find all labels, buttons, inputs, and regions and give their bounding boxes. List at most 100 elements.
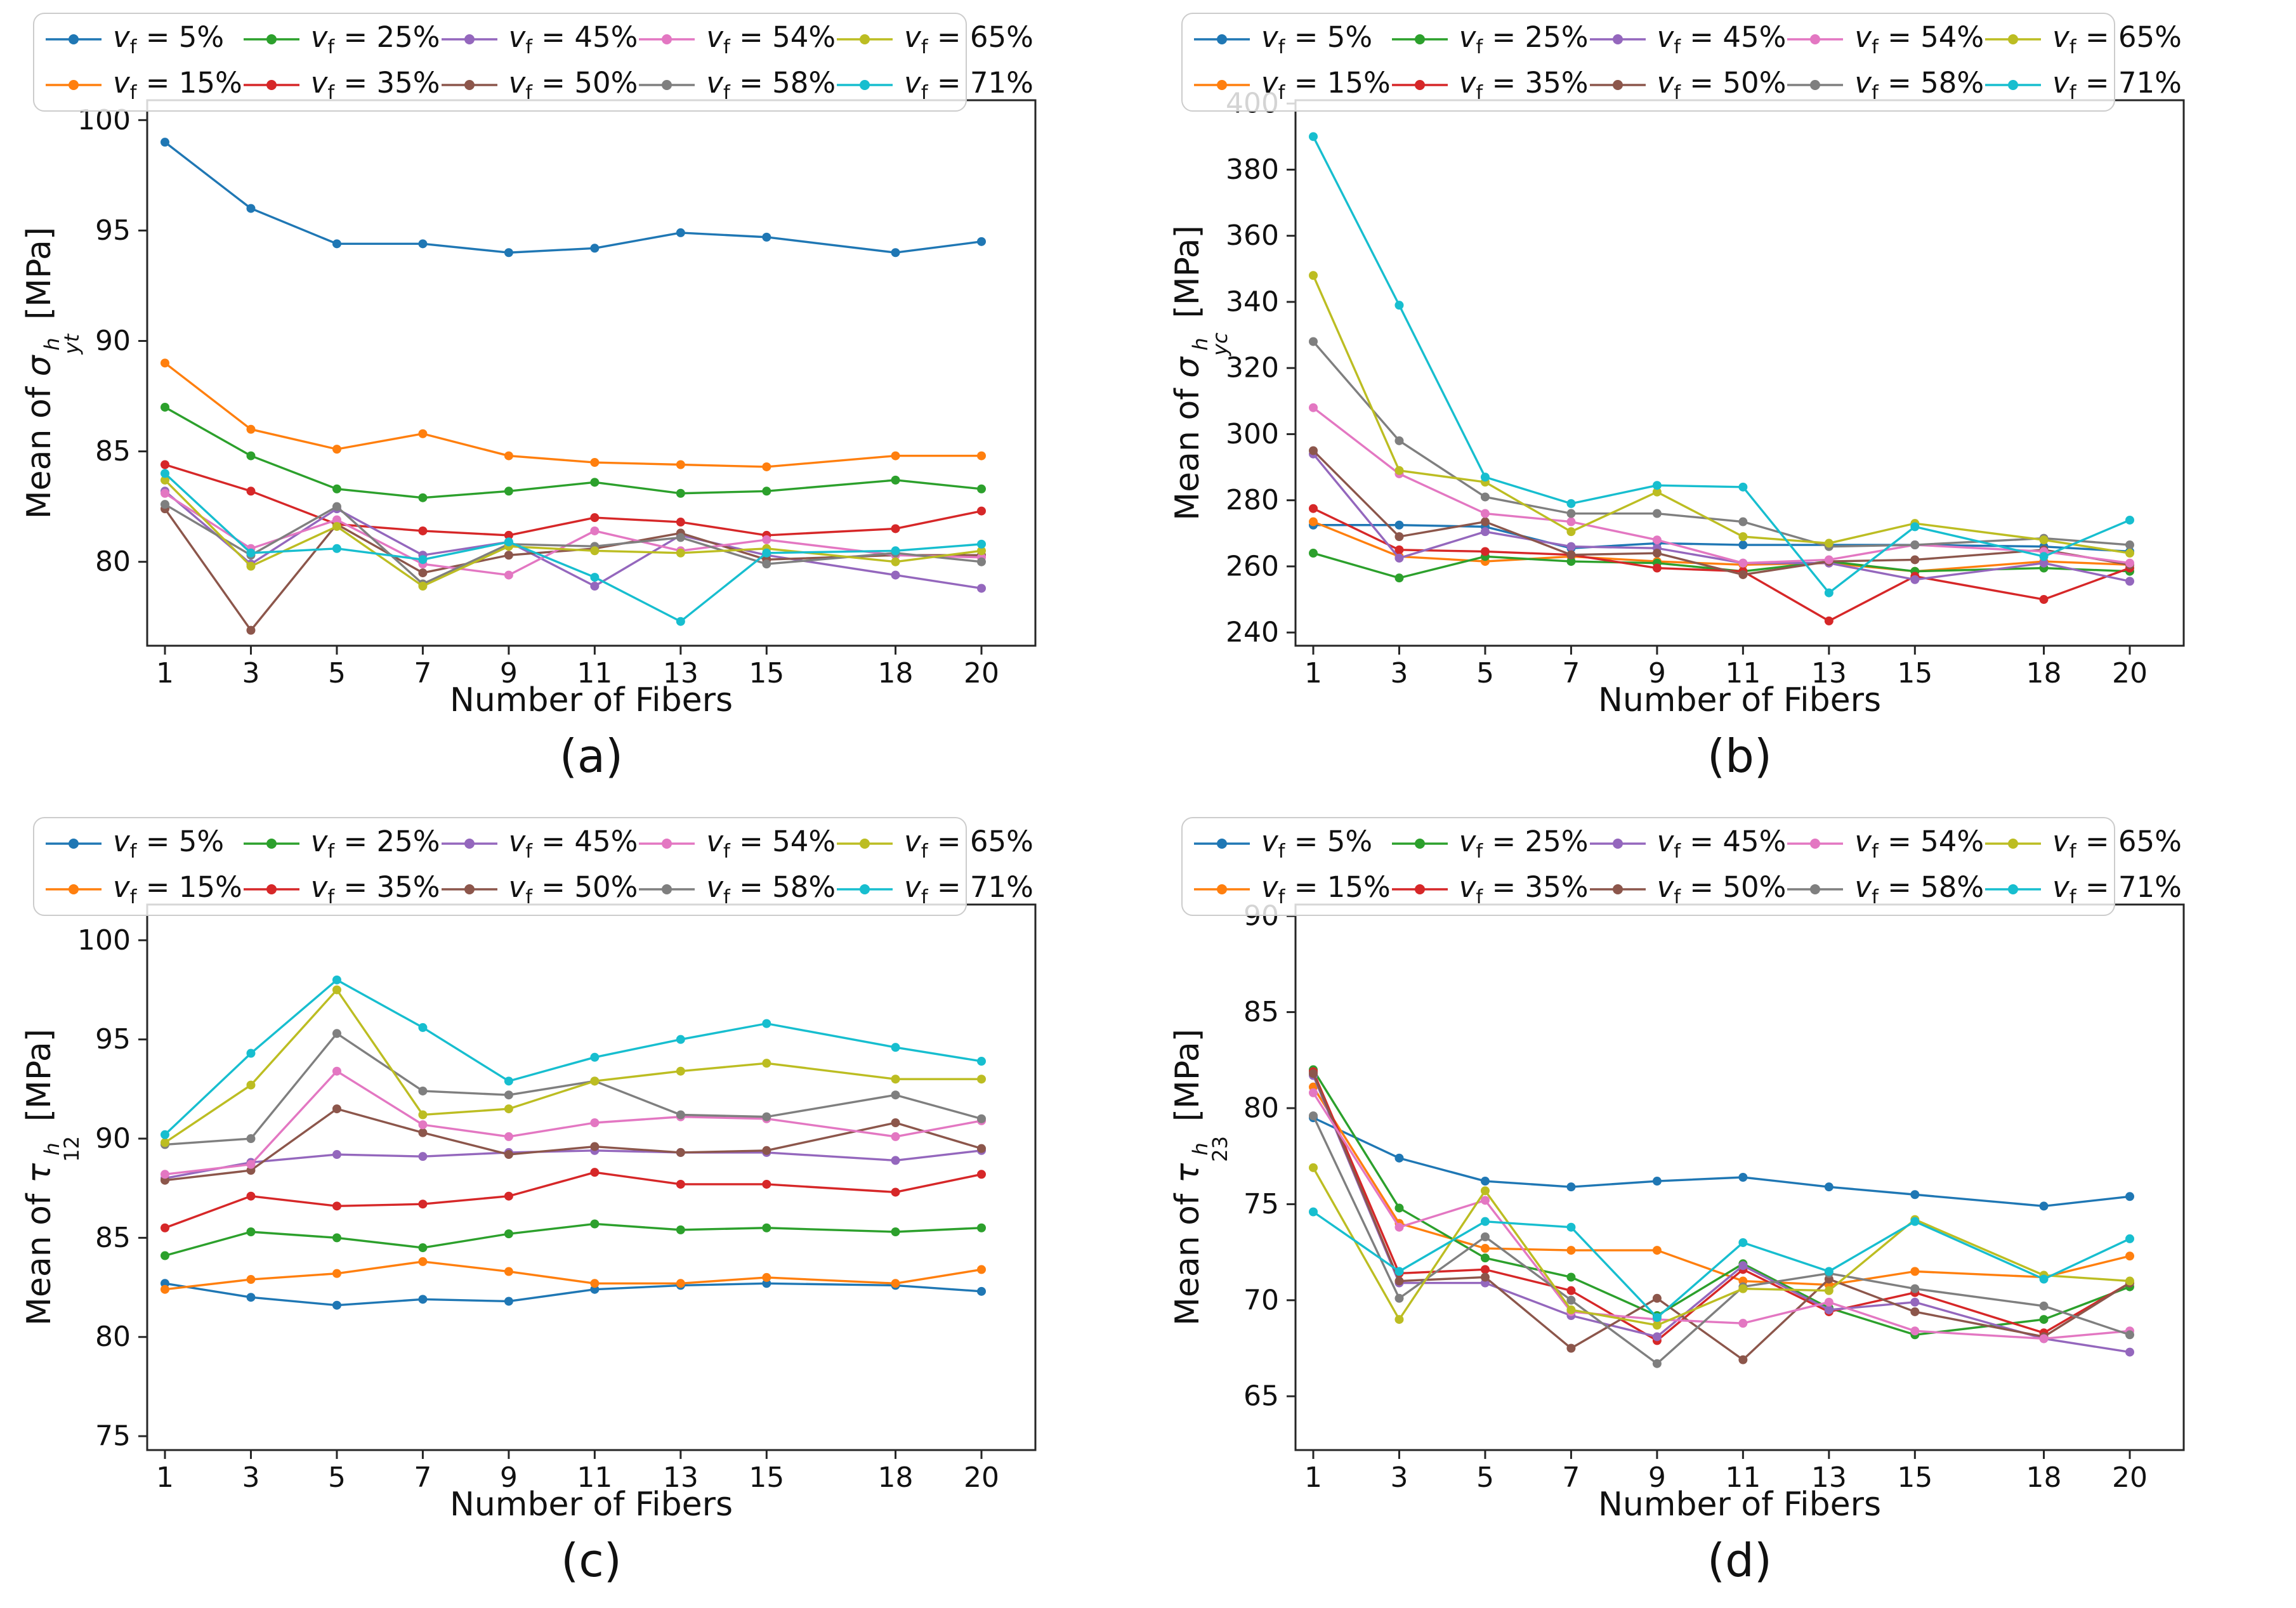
series-marker-65%: [891, 1075, 900, 1084]
legend: vf = 5% vf = 15% vf = 25% vf = 35% vf = 45% v…: [33, 13, 1033, 112]
series-marker-71%: [977, 539, 986, 549]
series-marker-65%: [246, 561, 256, 571]
series-line-35%: [164, 1171, 983, 1229]
series-71%: [161, 469, 986, 626]
series-marker-58%: [1738, 517, 1748, 526]
series-marker-65%: [1652, 1321, 1662, 1330]
series-marker-25%: [590, 478, 600, 487]
y-axis-unit: [MPa]: [20, 226, 58, 330]
x-tick-label: 18: [878, 657, 914, 690]
y-axis-label: Mean of σ h yc [MPa]: [1165, 100, 1232, 646]
legend-line-icon: [1391, 839, 1448, 849]
legend-label: vf = 54%: [1854, 825, 1984, 863]
series-marker-71%: [332, 975, 341, 984]
x-tick-label: 20: [2112, 1461, 2148, 1494]
legend-item: vf = 50%: [1589, 66, 1786, 104]
series-line-15%: [164, 362, 983, 468]
series-marker-5%: [2039, 1201, 2049, 1211]
y-axis-label: Mean of τ h 12 [MPa]: [17, 905, 84, 1450]
series-54%: [161, 488, 986, 580]
legend-dot: [2008, 34, 2019, 44]
x-axis-label: Number of Fibers: [1597, 681, 1882, 719]
x-tick-label: 11: [1725, 1461, 1761, 1494]
series-marker-58%: [2125, 1330, 2134, 1340]
series-marker-58%: [762, 559, 771, 569]
series-marker-65%: [1394, 466, 1404, 475]
series-marker-71%: [1824, 588, 1834, 598]
legend-line-icon: [837, 80, 893, 90]
x-tick-label: 3: [1390, 657, 1408, 690]
x-tick-label: 15: [749, 657, 784, 690]
y-tick-label: 300: [1226, 418, 1279, 450]
legend-line-icon: [1985, 884, 2042, 894]
legend-label: vf = 25%: [1459, 825, 1589, 863]
series-65%: [1309, 271, 2134, 558]
y-tick-label: 260: [1226, 550, 1279, 582]
x-tick-label: 18: [878, 1461, 914, 1494]
series-line-25%: [164, 406, 983, 499]
series-marker-50%: [418, 1128, 428, 1137]
y-axis-label-prefix: Mean of: [20, 376, 58, 520]
legend-line-icon: [243, 34, 299, 44]
series-marker-71%: [1566, 499, 1576, 508]
series-marker-54%: [2125, 558, 2134, 568]
series-25%: [161, 402, 986, 502]
series-5%: [1309, 1113, 2134, 1211]
y-tick-label: 75: [95, 1420, 131, 1453]
series-marker-50%: [1394, 532, 1404, 541]
series-marker-25%: [1566, 557, 1576, 566]
series-marker-35%: [1394, 545, 1404, 554]
legend-label: vf = 35%: [310, 870, 440, 908]
series-marker-5%: [504, 1297, 513, 1306]
legend-label: vf = 54%: [706, 825, 836, 863]
series-marker-25%: [1394, 1203, 1404, 1213]
series-marker-65%: [676, 548, 685, 558]
legend-dot: [662, 839, 672, 849]
x-tick-label: 11: [577, 657, 612, 690]
y-tick-label: 80: [95, 1321, 131, 1353]
y-tick-label: 80: [95, 546, 131, 578]
y-axis-label-prefix: Mean of: [1169, 377, 1207, 521]
series-marker-65%: [332, 521, 341, 531]
series-marker-50%: [1738, 1355, 1748, 1364]
series-marker-65%: [161, 475, 169, 485]
series-line-25%: [1312, 552, 2131, 579]
legend-line-icon: [1985, 34, 2042, 44]
legend-label: vf = 71%: [2052, 870, 2182, 908]
legend-line-icon: [441, 839, 497, 849]
series-marker-58%: [977, 1114, 986, 1123]
legend-label: vf = 45%: [1656, 20, 1787, 58]
series-marker-65%: [161, 1138, 169, 1147]
series-65%: [161, 475, 986, 591]
series-marker-54%: [590, 1118, 600, 1127]
series-marker-58%: [676, 533, 685, 542]
x-tick-label: 3: [1390, 1461, 1408, 1494]
series-marker-50%: [1652, 549, 1662, 558]
series-marker-25%: [977, 484, 986, 494]
legend-label: vf = 50%: [508, 870, 638, 908]
series-marker-71%: [891, 1043, 900, 1052]
series-marker-58%: [1309, 1111, 1318, 1121]
x-tick-label: 5: [328, 1461, 346, 1494]
legend-item: vf = 65%: [1984, 20, 2182, 58]
series-marker-65%: [1566, 1305, 1576, 1314]
legend-dot: [266, 884, 277, 894]
legend-line-icon: [441, 34, 497, 44]
y-axis-symbol: τ: [1169, 1163, 1207, 1184]
series-marker-35%: [762, 1179, 771, 1189]
legend-dot: [860, 884, 870, 894]
legend-dot: [1217, 839, 1227, 849]
y-tick-label: 100: [77, 924, 131, 957]
series-marker-15%: [246, 1275, 256, 1284]
series-marker-5%: [590, 244, 600, 253]
series-marker-15%: [762, 462, 771, 471]
series-marker-54%: [1652, 535, 1662, 545]
series-marker-50%: [1910, 555, 1920, 565]
series-line-5%: [1312, 524, 2131, 553]
x-tick-label: 9: [1648, 657, 1666, 690]
series-marker-25%: [2039, 1315, 2049, 1324]
legend-dot: [464, 884, 475, 894]
series-marker-71%: [2039, 1274, 2049, 1284]
series-marker-5%: [1480, 1177, 1490, 1186]
x-tick-label: 1: [1304, 1461, 1322, 1494]
